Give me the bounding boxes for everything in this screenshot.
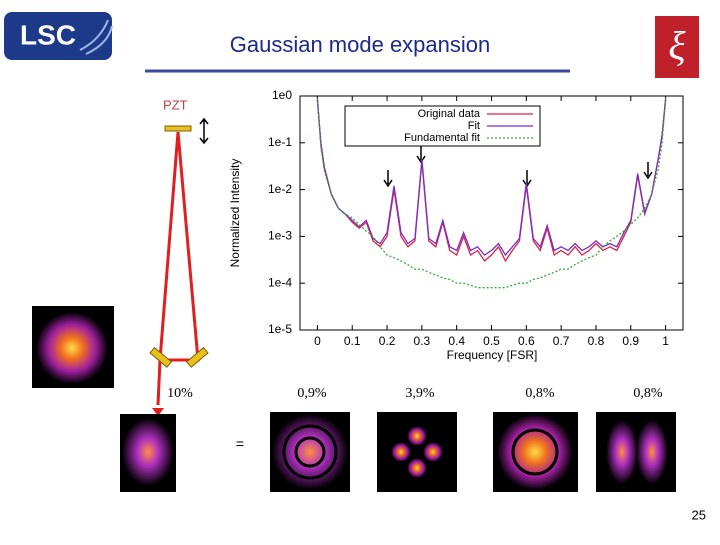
chart: Normalized Intensity Frequency [FSR] 1e-…	[228, 88, 684, 362]
x-tick-label: 0.7	[553, 334, 570, 348]
logo-right-mark: ξ	[668, 23, 686, 68]
mode-ring	[282, 424, 338, 480]
pzt-label: PZT	[163, 97, 188, 112]
mode-blob	[122, 418, 174, 486]
page-number: 25	[692, 507, 706, 522]
legend-label: Fundamental fit	[404, 132, 480, 144]
legend-label: Fit	[468, 120, 480, 132]
beam	[156, 131, 200, 406]
logo-right	[655, 16, 699, 78]
x-tick-label: 0.8	[588, 334, 605, 348]
mirror-left	[149, 346, 173, 368]
mode-lobe	[636, 420, 668, 484]
mirror-right	[185, 346, 209, 368]
y-tick-label: 1e-1	[268, 135, 292, 149]
y-tick-label: 1e0	[272, 88, 292, 102]
pzt-mirror	[164, 125, 192, 132]
mode-image	[377, 412, 457, 492]
mode-blob	[497, 414, 573, 490]
logo-swoosh	[79, 19, 113, 55]
x-tick-label: 0.5	[483, 334, 500, 348]
y-tick-label: 1e-4	[268, 275, 292, 289]
x-tick-label: 0.4	[448, 334, 465, 348]
mode-label: 0,9%	[297, 386, 327, 401]
mode-lobe	[407, 426, 427, 446]
mode-label: 10%	[167, 386, 193, 401]
x-tick-label: 0.6	[518, 334, 535, 348]
mode-images	[120, 412, 676, 492]
x-tick-label: 0.3	[414, 334, 431, 348]
mode-lobe	[407, 458, 427, 478]
x-tick-label: 0.2	[379, 334, 396, 348]
equals: =	[236, 436, 244, 452]
logo-text: LSC	[20, 19, 76, 50]
series-line	[316, 98, 667, 257]
mode-ring	[294, 436, 326, 468]
slide-title: Gaussian mode expansion	[230, 32, 491, 57]
input-mode-spot	[36, 312, 108, 384]
mode-lobe	[391, 442, 411, 462]
y-tick-label: 1e-5	[268, 322, 292, 336]
series-line	[316, 98, 667, 289]
mode-label: 3,9%	[405, 386, 435, 401]
mode-label: 0,8%	[633, 386, 663, 401]
beam-arrow	[152, 408, 164, 416]
series-line	[316, 100, 667, 263]
pzt-arrow	[199, 117, 209, 145]
x-tick-label: 1	[662, 334, 669, 348]
legend-label: Original data	[418, 108, 481, 120]
mode-lobe	[606, 420, 638, 484]
y-tick-label: 1e-2	[268, 182, 292, 196]
mode-lobe	[423, 442, 443, 462]
mode-label: 0,8%	[525, 386, 555, 401]
mode-ring	[511, 428, 559, 476]
x-tick-label: 0.9	[622, 334, 639, 348]
y-tick-label: 1e-3	[268, 229, 292, 243]
y-axis-label: Normalized Intensity	[228, 159, 242, 268]
x-tick-label: 0.1	[344, 334, 361, 348]
x-tick-label: 0	[314, 334, 321, 348]
x-axis-label: Frequency [FSR]	[447, 348, 538, 362]
